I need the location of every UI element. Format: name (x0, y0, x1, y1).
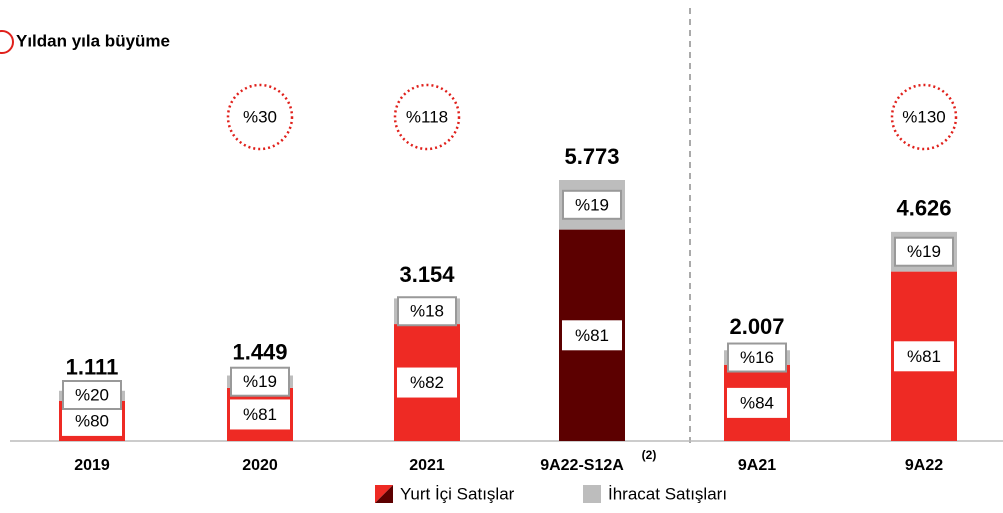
value-label: %80 (75, 411, 109, 430)
value-label: %19 (907, 242, 941, 261)
x-tick-label: 2021 (409, 457, 445, 474)
value-label: %19 (575, 195, 609, 214)
value-label-box (230, 366, 290, 397)
value-label-box (397, 296, 457, 327)
value-label: %81 (907, 347, 941, 366)
total-label: 4.626 (896, 196, 951, 221)
category-note: (2) (642, 448, 657, 462)
growth-circle (393, 83, 461, 151)
value-label-box (894, 236, 954, 267)
value-label: %19 (243, 372, 277, 391)
value-label: %84 (740, 393, 774, 412)
value-label: %18 (410, 302, 444, 321)
x-tick-label: 9A21 (738, 457, 776, 474)
legend-swatch (375, 485, 393, 503)
value-label-box (230, 399, 290, 430)
value-label-box (894, 341, 954, 372)
growth-label: %130 (902, 107, 945, 126)
value-label: %20 (75, 385, 109, 404)
value-label-box (727, 342, 787, 373)
growth-label: %30 (243, 107, 277, 126)
value-label: %81 (243, 405, 277, 424)
x-tick-label: 9A22-S12A (540, 457, 624, 474)
legend-label: Yurt İçi Satışlar (400, 484, 515, 503)
total-label: 1.111 (66, 355, 119, 380)
x-tick-label: 9A22 (905, 457, 943, 474)
growth-label: %118 (406, 107, 448, 126)
x-tick-label: 2020 (242, 457, 278, 474)
subtitle: Yıldan yıla büyüme (16, 31, 170, 50)
legend: Yurt İçi Satışlar İhracat Satışları (375, 484, 727, 503)
value-label-box (62, 380, 122, 410)
value-label: %16 (740, 348, 774, 367)
growth-circle (226, 83, 294, 151)
subtitle-marker (0, 30, 14, 54)
total-label: 5.773 (564, 144, 619, 169)
legend-label: İhracat Satışları (608, 484, 727, 503)
value-label-box (397, 367, 457, 398)
total-label: 1.449 (232, 339, 287, 364)
x-tick-label: 2019 (74, 457, 110, 474)
total-label: 3.154 (399, 262, 455, 287)
growth-circle (890, 83, 958, 151)
value-label-box (562, 320, 622, 351)
value-label-box (562, 189, 622, 220)
total-label: 2.007 (729, 314, 784, 339)
value-label: %81 (575, 326, 609, 345)
legend-swatch (583, 485, 601, 503)
value-label-box (727, 387, 787, 418)
value-label: %82 (410, 373, 444, 392)
